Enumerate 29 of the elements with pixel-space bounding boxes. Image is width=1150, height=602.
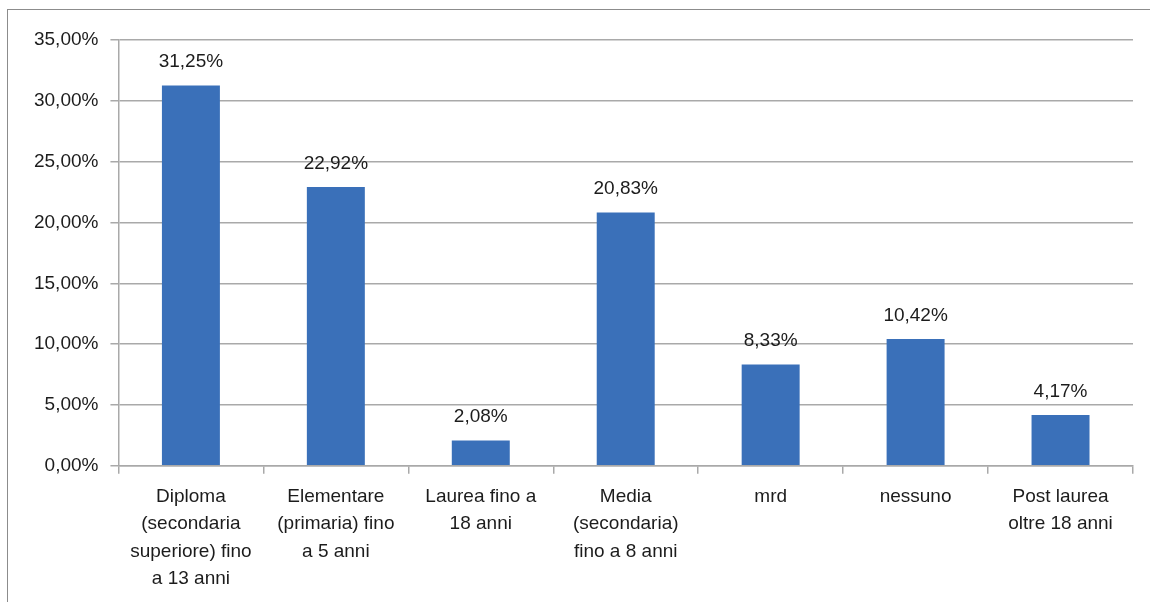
- bar: [886, 339, 945, 466]
- data-label: 10,42%: [883, 303, 948, 325]
- x-tick-label: Post laurea oltre 18 anni: [1008, 484, 1113, 534]
- data-label: 8,33%: [743, 329, 798, 351]
- data-label: 2,08%: [453, 405, 508, 427]
- y-tick-label: 35,00%: [33, 28, 99, 50]
- x-tick-label: Laurea fino a 18 anni: [425, 484, 537, 534]
- bar: [161, 85, 220, 466]
- y-tick-label: 30,00%: [33, 89, 99, 111]
- x-tick-label: Diploma (secondaria superiore) fino a 13 anni: [130, 484, 252, 589]
- y-tick-label: 10,00%: [33, 332, 99, 354]
- y-tick-label: 0,00%: [44, 454, 99, 476]
- data-label: 31,25%: [158, 50, 224, 72]
- data-label: 4,17%: [1033, 379, 1088, 401]
- x-tick-label: nessuno: [879, 484, 952, 506]
- y-tick-label: 5,00%: [44, 393, 99, 415]
- x-tick-label: Elementare (primaria) fino a 5 anni: [277, 484, 395, 561]
- bar: [1031, 415, 1090, 466]
- x-tick-label: mrd: [754, 484, 788, 506]
- bar: [596, 212, 655, 466]
- y-tick-label: 25,00%: [33, 149, 99, 171]
- data-label: 20,83%: [593, 177, 659, 199]
- y-tick-label: 15,00%: [33, 271, 99, 293]
- data-label: 22,92%: [303, 151, 369, 173]
- x-tick-label: Media (secondaria) fino a 8 anni: [572, 484, 679, 561]
- y-tick-label: 20,00%: [33, 210, 99, 232]
- bar: [306, 186, 365, 466]
- bar: [741, 364, 800, 466]
- bar: [451, 440, 510, 466]
